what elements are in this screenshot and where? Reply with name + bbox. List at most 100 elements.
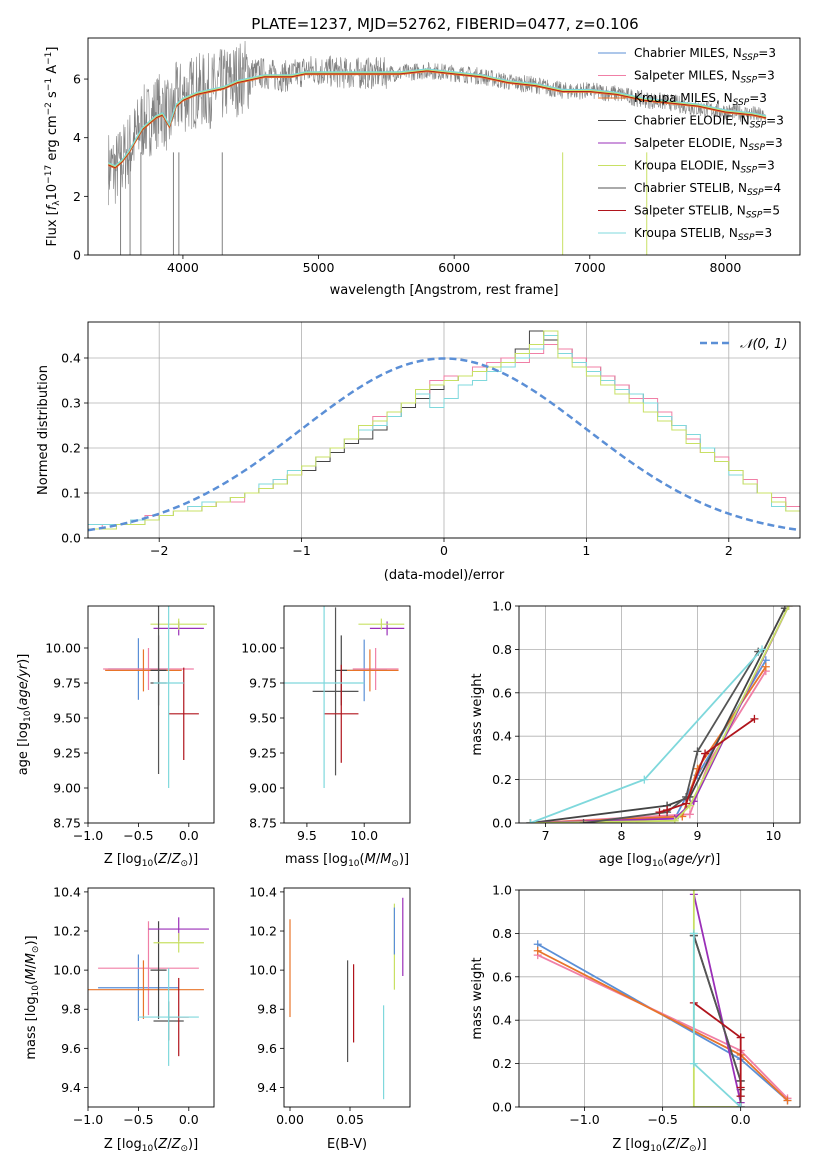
label-part: age/yr — [668, 852, 711, 867]
label-part: SSP — [746, 211, 763, 221]
legend-label-chabrier_stelib: Chabrier STELIB, NSSP=4 — [634, 181, 781, 198]
y-tick-label: 0.4 — [492, 729, 512, 744]
label-part: / — [24, 964, 39, 969]
label-part: )] — [710, 852, 720, 867]
label-part: / — [376, 852, 381, 867]
model-spectrum-kroupa_stelib — [108, 68, 767, 167]
label-part: )] — [24, 935, 39, 945]
y-tick-label: 0.0 — [61, 531, 81, 546]
legend-label-salpeter_stelib: Salpeter STELIB, NSSP=5 — [634, 204, 780, 221]
y-tick-label: 1.0 — [492, 883, 512, 898]
y-tick-label: 10.2 — [53, 924, 81, 939]
mass-weight-chabrier_stelib — [583, 651, 759, 823]
label-part: s — [45, 91, 60, 102]
y-tick-label: 9.8 — [257, 1002, 277, 1017]
y-tick-label: 0.3 — [61, 396, 81, 411]
label-part: )] — [188, 852, 198, 867]
y-tick-label: 8.75 — [53, 816, 81, 831]
y-tick-label: 2 — [73, 189, 81, 204]
y-tick-label: 9.50 — [53, 711, 81, 726]
y-tick-label: 10.2 — [249, 924, 277, 939]
plot-area — [533, 890, 792, 1107]
x-tick-label: 1 — [582, 543, 590, 558]
x-tick-label: 9 — [693, 828, 701, 843]
label-part: =3 — [758, 46, 776, 60]
plot-area — [284, 606, 405, 788]
label-part: ( — [153, 1137, 158, 1152]
label-part: =3 — [766, 114, 784, 128]
legend-label-kroupa_elodie: Kroupa ELODIE, NSSP=3 — [634, 159, 775, 176]
label-part: age [log — [599, 852, 652, 867]
label-part: 10 — [650, 1144, 662, 1154]
mass-weight-salpeter_miles-marker — [685, 810, 694, 819]
mass-weight-salpeter_stelib-marker — [736, 1033, 745, 1042]
legend-label-salpeter_miles: Salpeter MILES, NSSP=3 — [634, 69, 775, 86]
x-axis-label: E(B-V) — [327, 1137, 367, 1152]
y-tick-label: 0.4 — [492, 1013, 512, 1028]
label-part: Z — [171, 1137, 182, 1152]
x-tick-label: 5000 — [303, 260, 335, 275]
observed-spectrum — [108, 40, 767, 206]
y-tick-label: 0.8 — [492, 926, 512, 941]
x-tick-label: 6000 — [438, 260, 470, 275]
y-tick-label: 0.6 — [492, 685, 512, 700]
label-part: =3 — [757, 69, 775, 83]
plot-area — [289, 897, 404, 1100]
y-tick-label: 9.75 — [53, 676, 81, 691]
age-vs-metallicity-panel: −1.0 −0.5 0.0 8.75 9.00 9.25 9.50 9.75 10.00 Z [l… — [16, 605, 215, 869]
legend-label-salpeter_elodie: Salpeter ELODIE, NSSP=3 — [634, 136, 783, 153]
y-tick-label: 0.2 — [61, 441, 81, 456]
y-tick-label: 9.4 — [61, 1080, 81, 1095]
label-part: SSP — [741, 166, 758, 176]
label-part: Salpeter STELIB, N — [634, 204, 746, 218]
y-tick-label: 0.0 — [492, 1100, 512, 1115]
label-part: −1 — [44, 78, 54, 91]
y-tick-label: 6 — [73, 72, 81, 87]
axes-frame — [87, 37, 801, 256]
mass-weight-salpeter_stelib-marker — [682, 799, 691, 808]
label-part: ] — [45, 47, 60, 52]
mass-weight-salpeter_elodie — [692, 894, 742, 1107]
mass-weight-salpeter_stelib-marker — [663, 805, 672, 814]
plot-area — [88, 330, 800, 532]
label-part: Salpeter ELODIE, N — [634, 136, 748, 150]
mass-weight-kroupa_miles-marker — [533, 946, 542, 955]
model-spectrum-salpeter_stelib — [108, 70, 767, 169]
label-part: mass [log — [285, 852, 348, 867]
label-part: ( — [663, 852, 668, 867]
mass-weight-chabrier_elodie — [530, 607, 786, 823]
age-vs-mass-panel: 9.5 10.0 8.75 9.00 9.25 9.50 9.75 10.00 mass [lo… — [241, 605, 411, 869]
label-part: ( — [24, 980, 39, 985]
mass-weight-kroupa_miles-marker — [761, 662, 770, 671]
x-tick-label: 10.0 — [350, 828, 378, 843]
x-tick-label: 8 — [618, 828, 626, 843]
mass-weight-kroupa_stelib-marker — [758, 645, 767, 654]
plot-area — [103, 606, 207, 788]
label-part: Z — [157, 852, 168, 867]
label-part: ( — [662, 1137, 667, 1152]
label-part: −1 — [44, 52, 54, 65]
label-part: Chabrier MILES, N — [634, 46, 742, 60]
label-part: )] — [188, 1137, 198, 1152]
axes-frame — [518, 889, 801, 1108]
y-axis-label: Flux [fλ10−17 erg cm−2 s−1 A−1] — [44, 47, 62, 247]
x-tick-label: 8000 — [710, 260, 742, 275]
x-tick-label: −2 — [150, 543, 168, 558]
label-part: 10 — [652, 859, 664, 869]
x-axis-label: (data-model)/error — [384, 568, 505, 583]
label-part: SSP — [748, 143, 765, 153]
x-tick-label: 0 — [440, 543, 448, 558]
x-axis-label: age [log10(age/yr)] — [599, 852, 721, 869]
mass-weight-kroupa_stelib-marker — [689, 1059, 698, 1068]
label-part: SSP — [747, 188, 764, 198]
model-spectrum-kroupa_elodie — [108, 69, 767, 168]
label-part: Chabrier ELODIE, N — [634, 114, 750, 128]
label-part: SSP — [741, 76, 758, 86]
label-part: Z — [157, 1137, 168, 1152]
label-part: Z [log — [612, 1137, 650, 1152]
x-tick-label: 2 — [725, 543, 733, 558]
label-part: / — [167, 852, 172, 867]
label-part: Z — [679, 1137, 690, 1152]
label-part: 10 — [142, 1144, 154, 1154]
mass-weight-salpeter_elodie — [530, 606, 790, 823]
